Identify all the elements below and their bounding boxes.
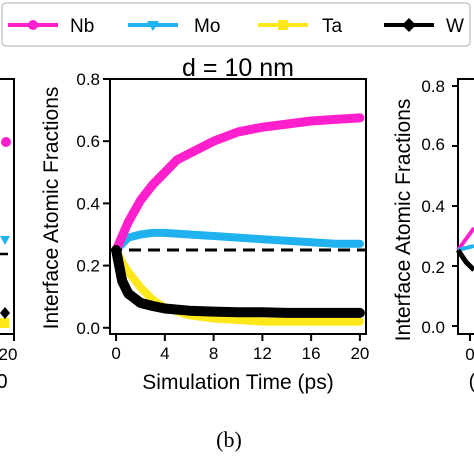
legend-marker-w: [402, 18, 416, 32]
right-partial-ytick-label: 0.4: [421, 197, 445, 216]
figure-caption: (b): [216, 427, 242, 452]
right-partial-xtick-label: 0: [465, 345, 474, 364]
left-partial-mo-point: [0, 236, 10, 245]
tick-layer: 0 4 8 12 16 20 0.0 0.2 0.4 0.6 0.8: [76, 70, 369, 363]
plot-frame: [109, 78, 367, 335]
legend-marker-ta: [278, 20, 288, 30]
legend-label-w: W: [446, 16, 464, 37]
left-partial-nb-point: [1, 137, 11, 147]
right-partial-ytick-label: 0.2: [421, 258, 445, 277]
legend-entry-mo: Mo: [128, 16, 220, 37]
right-partial-x-fragment: (: [469, 371, 474, 393]
x-tick-label: 4: [160, 344, 169, 363]
legend-marker-mo: [147, 21, 159, 31]
x-axis-label: Simulation Time (ps): [142, 371, 333, 394]
x-tick-label: 16: [302, 344, 321, 363]
right-partial-ytick-labels: 0.8 0.6 0.4 0.2 0.0: [421, 77, 445, 337]
legend-entry-ta: Ta: [258, 16, 343, 37]
x-tick-label: 8: [209, 344, 218, 363]
right-partial-ytick-label: 0.6: [421, 135, 445, 154]
left-partial-axes: [0, 78, 15, 335]
legend-entry-nb: Nb: [8, 16, 94, 37]
x-tick-label: 0: [111, 344, 120, 363]
legend: Nb Mo Ta W: [1, 2, 471, 47]
chart-title: d = 10 nm: [182, 54, 294, 82]
x-tick-label: 12: [253, 344, 272, 363]
series-line-w: [111, 245, 365, 318]
left-partial-xtick-label: 20: [0, 345, 17, 364]
y-tick-label: 0.0: [76, 319, 100, 338]
series-line-mo: [112, 228, 364, 254]
legend-marker-nb: [28, 20, 38, 30]
y-tick-label: 0.6: [76, 132, 100, 151]
right-partial-mo-line: [457, 244, 474, 252]
y-tick-label: 0.2: [76, 257, 100, 276]
legend-entry-w: W: [384, 16, 464, 37]
y-tick-label: 0.8: [76, 70, 100, 89]
series-line-ta: [112, 246, 364, 326]
right-partial-ytick-label: 0.0: [421, 318, 445, 337]
right-partial-w-line: [455, 248, 474, 272]
x-tick-label: 20: [350, 344, 369, 363]
right-partial-y-axis-label: Interface Atomic Fractions: [392, 99, 415, 342]
legend-label-mo: Mo: [194, 16, 220, 37]
series-layer: [111, 113, 365, 326]
left-partial-w-point: [0, 307, 10, 319]
left-partial-ta-point: [0, 318, 9, 328]
right-partial-nb-line: [456, 226, 474, 252]
right-partial-axes: [457, 78, 474, 335]
main-chart: d = 10 nm 0 4 8 12 16 20 0.0 0.2 0.4 0.6 0.8 Simul…: [40, 54, 369, 394]
legend-label-nb: Nb: [70, 16, 94, 37]
right-partial-ytick-label: 0.8: [421, 77, 445, 96]
right-partial-panel: Interface Atomic Fractions 0.8 0.6 0.4 0…: [392, 77, 474, 393]
left-partial-x-fragment: 0: [0, 371, 8, 393]
legend-label-ta: Ta: [322, 16, 343, 37]
legend-frame: [1, 2, 471, 47]
series-line-nb: [111, 113, 365, 255]
left-partial-panel: 20 0: [0, 78, 17, 393]
y-axis-label: Interface Atomic Fractions: [40, 87, 63, 330]
y-tick-label: 0.4: [76, 194, 100, 213]
